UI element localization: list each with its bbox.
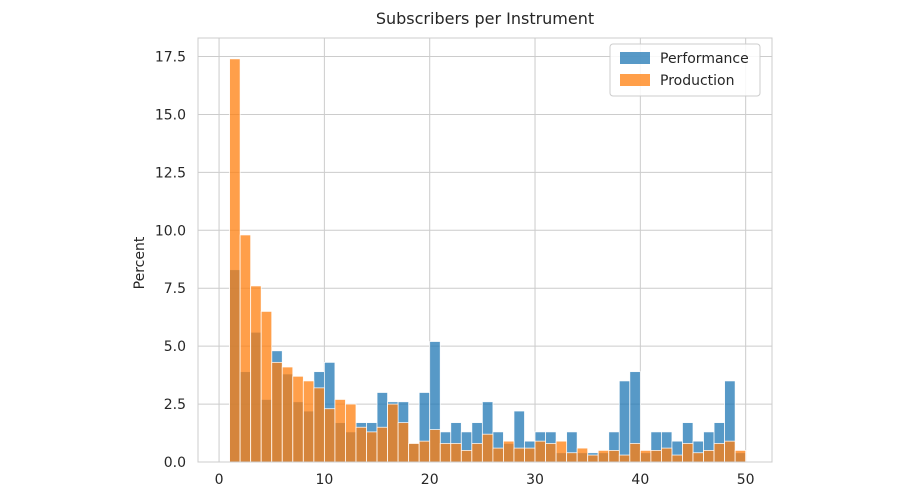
bar-production xyxy=(713,443,726,463)
x-tick-label: 50 xyxy=(737,472,755,488)
axes-layer: 0 10 20 30 40 50 0.0 2.5 5.0 7.5 10.0 12.5 15.0 17.5 xyxy=(155,37,773,488)
series-production xyxy=(229,58,747,463)
bar-production xyxy=(292,375,304,463)
bar-production xyxy=(661,447,673,463)
bar-production xyxy=(355,426,367,463)
bar-production xyxy=(429,429,441,463)
y-tick-label: 2.5 xyxy=(164,397,186,413)
bar-production xyxy=(587,454,599,463)
bar-production xyxy=(734,450,747,463)
bar-production xyxy=(345,403,357,463)
bar-production xyxy=(239,234,252,463)
bar-production xyxy=(555,440,568,463)
bar-production xyxy=(608,450,620,463)
plot-frame xyxy=(197,37,773,463)
bar-production xyxy=(703,450,715,463)
legend: Performance Production xyxy=(609,43,761,97)
bar-production xyxy=(250,285,262,463)
x-tick-label: 40 xyxy=(631,472,649,488)
bar-production xyxy=(397,422,410,463)
bar-production xyxy=(323,408,336,463)
chart-title: Subscribers per Instrument xyxy=(376,9,594,28)
bar-production xyxy=(597,450,610,463)
legend-swatch xyxy=(620,74,650,86)
y-axis-label: Percent xyxy=(132,236,148,289)
bar-production xyxy=(534,440,546,463)
y-tick-label: 15.0 xyxy=(155,107,186,123)
bar-production xyxy=(408,443,420,463)
legend-label: Performance xyxy=(660,51,749,67)
bar-production xyxy=(503,440,515,463)
bar-production xyxy=(492,447,504,463)
y-tick-label: 7.5 xyxy=(164,281,186,297)
bar-production xyxy=(566,452,578,463)
bar-production xyxy=(439,443,452,463)
bar-production xyxy=(629,443,641,463)
bar-production xyxy=(692,452,704,463)
y-tick-label: 17.5 xyxy=(155,50,186,66)
bar-production xyxy=(450,443,462,463)
y-tick-label: 5.0 xyxy=(164,339,186,355)
bar-performance xyxy=(618,380,631,463)
bar-production xyxy=(302,380,315,463)
bar-production xyxy=(460,450,473,463)
bar-production xyxy=(366,431,378,463)
bar-production xyxy=(618,454,631,463)
bar-production xyxy=(524,447,536,463)
bar-production xyxy=(376,426,388,463)
bar-production xyxy=(576,447,589,463)
bar-production xyxy=(513,447,525,463)
bar-production xyxy=(418,440,431,463)
legend-swatch xyxy=(620,52,650,64)
bar-production xyxy=(229,58,241,463)
y-tick-label: 10.0 xyxy=(155,223,186,239)
bar-production xyxy=(682,443,694,463)
bar-production xyxy=(281,366,294,463)
bar-production xyxy=(271,361,283,463)
bar-production xyxy=(724,440,736,463)
x-tick-label: 10 xyxy=(315,472,333,488)
bar-production xyxy=(545,443,557,463)
y-tick-label: 0.0 xyxy=(164,455,186,471)
bar-production xyxy=(334,399,346,463)
bar-production xyxy=(650,450,662,463)
bar-production xyxy=(260,310,273,463)
y-tick-label: 12.5 xyxy=(155,165,186,181)
bar-production xyxy=(313,387,325,463)
bar-production xyxy=(481,433,494,463)
bar-production xyxy=(671,454,683,463)
bar-production xyxy=(639,450,652,463)
x-tick-label: 20 xyxy=(421,472,439,488)
bar-production xyxy=(387,403,399,463)
bar-production xyxy=(471,443,483,463)
legend-label: Production xyxy=(660,73,734,89)
x-tick-label: 30 xyxy=(526,472,544,488)
bars-layer xyxy=(229,58,747,463)
x-tick-label: 0 xyxy=(215,472,224,488)
